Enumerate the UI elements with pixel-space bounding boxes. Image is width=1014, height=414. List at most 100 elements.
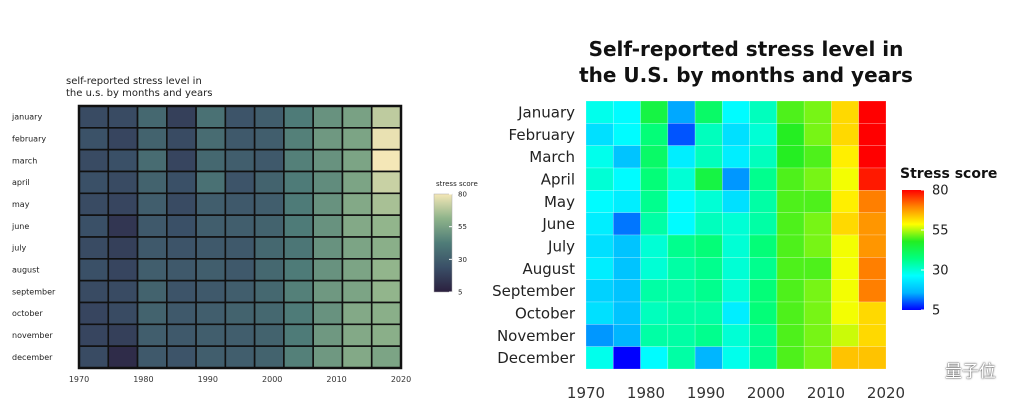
heatmap-cell (107, 105, 139, 129)
month-tick-label: december (12, 353, 53, 362)
legend-tick-label: 80 (932, 184, 949, 199)
heatmap-cell (640, 279, 669, 303)
heatmap-cell (195, 236, 227, 260)
heatmap-cell (776, 212, 805, 236)
heatmap-cell (312, 105, 344, 129)
heatmap-cell (803, 123, 832, 146)
heatmap-cell (694, 123, 723, 146)
heatmap-cell (640, 145, 669, 169)
heatmap-cell (253, 258, 285, 282)
heatmap-cell (640, 324, 669, 347)
heatmap-cell (107, 258, 139, 282)
heatmap-cell (195, 105, 227, 129)
left-legend-colorbar (433, 193, 453, 293)
heatmap-cell (370, 301, 402, 326)
heatmap-cell (612, 167, 641, 191)
heatmap-cell (776, 167, 805, 191)
heatmap-cell (749, 212, 778, 236)
heatmap-cell (831, 212, 860, 236)
heatmap-cell (107, 214, 139, 238)
heatmap-cell (722, 145, 750, 169)
heatmap-cell (749, 346, 778, 370)
year-tick-label: 2000 (262, 375, 282, 384)
month-tick-label: april (12, 178, 30, 187)
heatmap-cell (370, 192, 402, 216)
heatmap-cell (722, 100, 750, 124)
heatmap-cell (136, 345, 168, 369)
heatmap-cell (312, 279, 344, 304)
heatmap-cell (722, 346, 750, 370)
heatmap-cell (224, 236, 256, 260)
month-tick-label: December (497, 349, 576, 367)
heatmap-cell (831, 301, 860, 325)
heatmap-cell (803, 167, 832, 191)
left-chart-title-line1: self-reported stress level in (66, 76, 202, 87)
heatmap-cell (107, 301, 139, 326)
heatmap-cell (78, 258, 110, 282)
heatmap-cell (195, 192, 227, 216)
month-tick-label: May (544, 193, 575, 211)
heatmap-cell (585, 212, 614, 236)
heatmap-cell (166, 148, 197, 173)
heatmap-cell (341, 192, 373, 216)
legend-tick-label: 55 (932, 224, 949, 239)
month-tick-label: september (12, 287, 56, 296)
heatmap-cell (694, 324, 723, 347)
heatmap-cell (749, 167, 778, 191)
heatmap-cell (667, 190, 696, 213)
year-tick-label: 1990 (687, 384, 725, 402)
heatmap-cell (640, 100, 669, 124)
heatmap-cell (370, 279, 402, 304)
heatmap-cell (667, 257, 696, 280)
heatmap-cell (858, 301, 887, 325)
heatmap-cell (224, 192, 256, 216)
heatmap-cell (803, 301, 832, 325)
heatmap-cell (224, 279, 256, 304)
heatmap-cell (283, 192, 314, 216)
heatmap-cell (776, 279, 805, 303)
heatmap-cell (803, 212, 832, 236)
heatmap-cell (78, 279, 110, 304)
heatmap-cell (803, 145, 832, 169)
heatmap-cell (776, 301, 805, 325)
month-tick-label: February (509, 126, 576, 144)
heatmap-cell (78, 105, 110, 129)
heatmap-cell (341, 105, 373, 129)
heatmap-cell (283, 127, 314, 151)
heatmap-cell (749, 100, 778, 124)
heatmap-cell (195, 127, 227, 151)
heatmap-cell (341, 127, 373, 151)
heatmap-cell (612, 123, 641, 146)
heatmap-cell (722, 123, 750, 146)
heatmap-cell (612, 324, 641, 347)
heatmap-cell (195, 170, 227, 195)
heatmap-cell (283, 105, 314, 129)
heatmap-cell (283, 258, 314, 282)
heatmap-cell (370, 345, 402, 369)
heatmap-cell (585, 324, 614, 347)
heatmap-cell (831, 167, 860, 191)
year-tick-label: 1970 (69, 375, 89, 384)
heatmap-cell (831, 100, 860, 124)
heatmap-cell (341, 148, 373, 173)
heatmap-cell (107, 192, 139, 216)
heatmap-cell (195, 148, 227, 173)
year-tick-label: 1970 (567, 384, 605, 402)
heatmap-cell (612, 212, 641, 236)
heatmap-cell (253, 301, 285, 326)
heatmap-cell (224, 323, 256, 347)
heatmap-cell (166, 301, 197, 326)
heatmap-cell (667, 145, 696, 169)
heatmap-cell (667, 123, 696, 146)
heatmap-cell (858, 257, 887, 280)
heatmap-cell (224, 345, 256, 369)
heatmap-cell (224, 170, 256, 195)
month-tick-label: february (12, 135, 46, 144)
watermark: 量子位 (913, 357, 996, 382)
heatmap-cell (858, 190, 887, 213)
heatmap-cell (831, 324, 860, 347)
heatmap-cell (776, 123, 805, 146)
heatmap-cell (585, 346, 614, 370)
heatmap-cell (224, 148, 256, 173)
heatmap-cell (78, 323, 110, 347)
